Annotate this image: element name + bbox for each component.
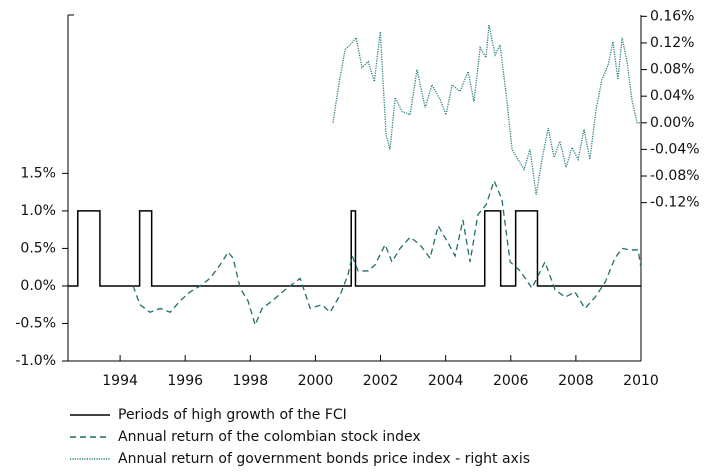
y2-tick-label: 0.04% (650, 88, 694, 104)
y2-tick-label: 0.00% (650, 115, 694, 131)
x-tick-label: 2008 (558, 373, 594, 389)
y2-tick-label: -0.08% (650, 168, 700, 184)
x-tick-label: 2006 (493, 373, 529, 389)
series-line (332, 24, 641, 195)
y2-tick-label: 0.16% (650, 8, 694, 24)
x-tick-label: 2002 (363, 373, 399, 389)
y-tick-label: 1.0% (20, 203, 56, 219)
y-tick-label: 0.0% (20, 278, 56, 294)
legend-label: Annual return of the colombian stock ind… (118, 429, 421, 445)
x-tick-label: 2004 (428, 373, 464, 389)
y-tick-label: 0.5% (20, 240, 56, 256)
y2-tick-label: 0.12% (650, 35, 694, 51)
y-tick-label: -1.0% (15, 353, 56, 369)
x-tick-label: 1994 (102, 373, 138, 389)
y2-tick-label: -0.04% (650, 141, 700, 157)
y-tick-label: -0.5% (15, 315, 56, 331)
series-line (68, 210, 641, 287)
x-tick-label: 1996 (167, 373, 203, 389)
series-line (132, 179, 642, 327)
y2-tick-label: -0.12% (650, 195, 700, 211)
x-tick-label: 2010 (623, 373, 659, 389)
y-tick-label: 1.5% (20, 165, 56, 181)
legend-label: Periods of high growth of the FCI (118, 407, 347, 423)
legend-label: Annual return of government bonds price … (118, 451, 530, 467)
y2-tick-label: 0.08% (650, 62, 694, 78)
x-tick-label: 1998 (232, 373, 268, 389)
x-tick-label: 2000 (298, 373, 334, 389)
